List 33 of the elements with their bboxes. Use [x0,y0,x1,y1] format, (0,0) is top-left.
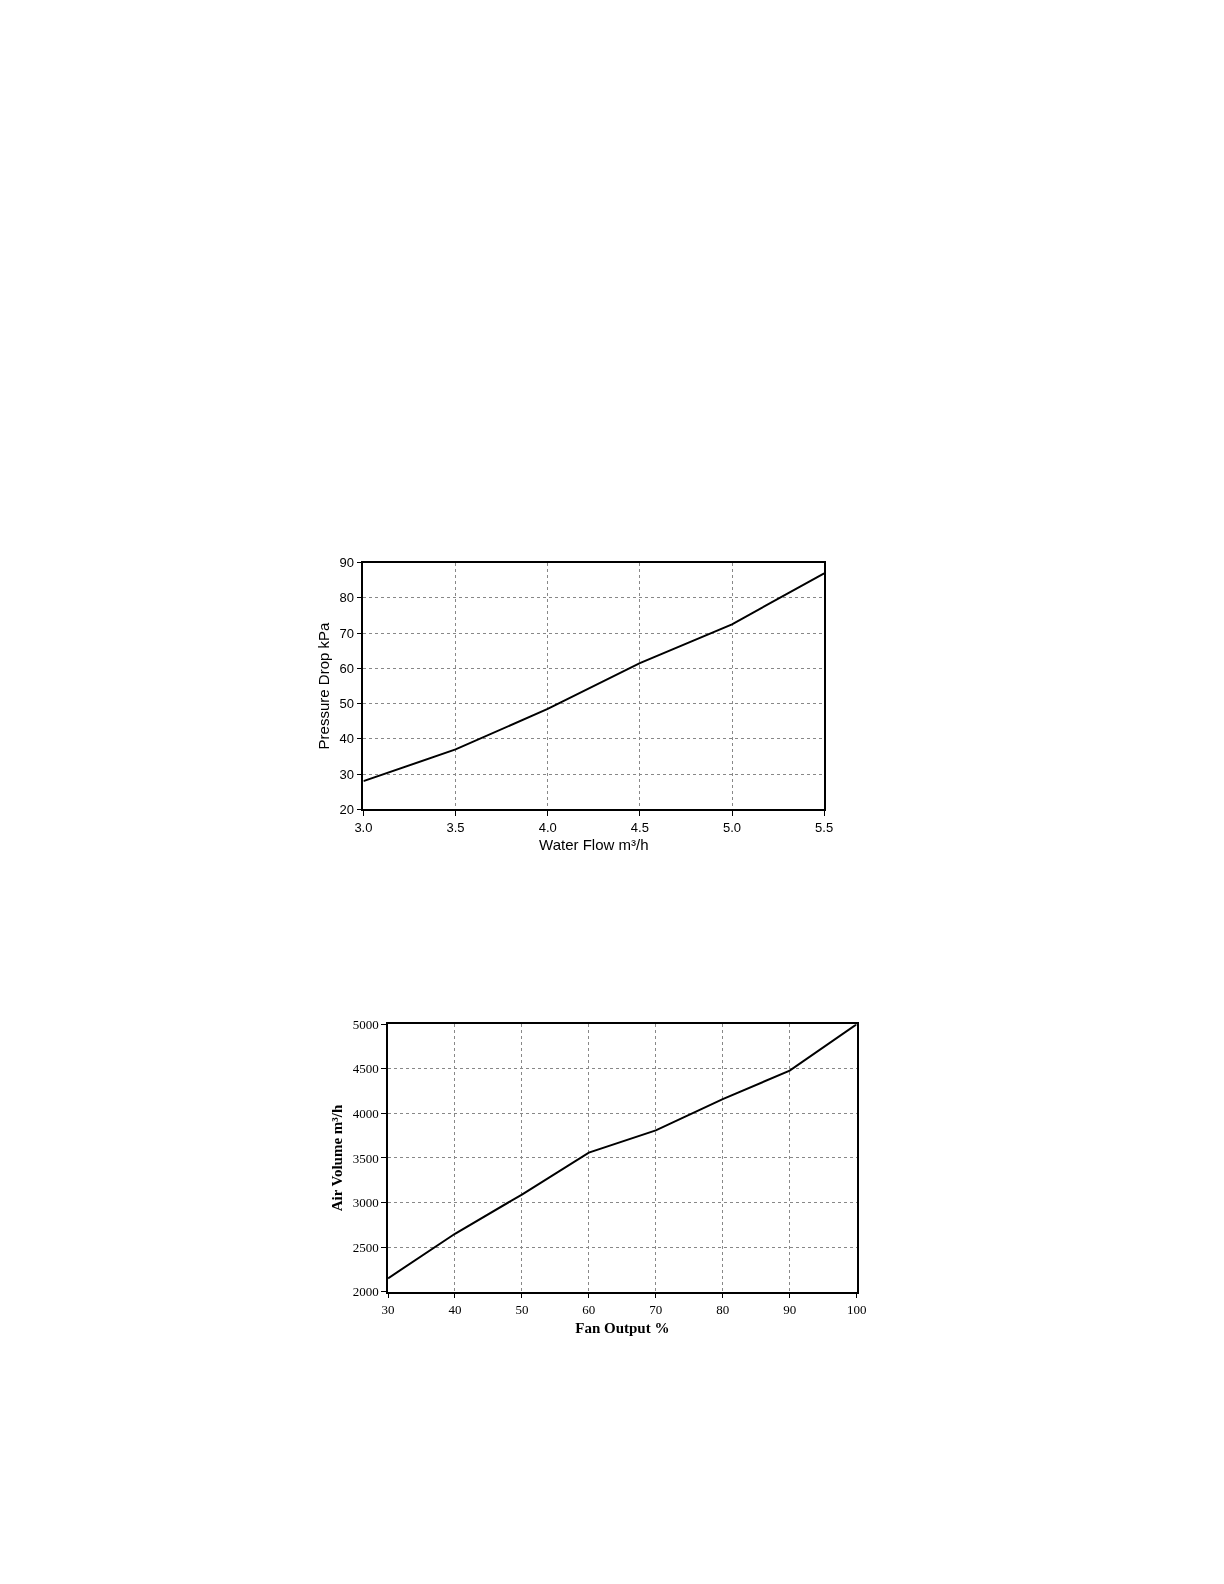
y-tick-label: 60 [339,660,355,676]
x-tick-label: 4.5 [630,819,649,835]
x-tick-label: 40 [448,1302,462,1318]
x-axis-title: Water Flow m³/h [539,836,649,854]
y-tick-label: 20 [339,801,355,817]
x-axis-title: Fan Output % [575,1319,670,1336]
y-tick-label: 3500 [352,1150,379,1166]
x-tick-label: 3.5 [446,819,465,835]
y-tick-label: 30 [339,766,355,782]
y-tick-label: 2000 [352,1284,379,1300]
x-tick-label: 50 [515,1302,529,1318]
y-axis-title: Pressure Drop kPa [315,621,333,750]
x-tick-label: 80 [716,1302,730,1318]
x-tick-label: 5.5 [815,819,834,835]
x-tick-label: 90 [783,1302,797,1318]
y-axis-title: Air Volume m³/h [329,1103,346,1212]
y-tick-label: 90 [339,555,355,571]
y-tick-label: 50 [339,696,355,712]
y-tick-label: 3000 [352,1195,379,1211]
x-tick-label: 3.0 [354,819,373,835]
x-tick-label: 60 [582,1302,596,1318]
y-tick-label: 40 [339,731,355,747]
x-tick-label: 100 [846,1302,867,1318]
x-tick-label: 5.0 [722,819,742,835]
y-tick-label: 80 [339,590,355,606]
y-tick-label: 4000 [352,1105,379,1121]
x-tick-label: 30 [381,1302,395,1318]
y-tick-label: 5000 [352,1016,379,1032]
x-tick-label: 70 [649,1302,663,1318]
x-tick-label: 4.0 [538,819,557,835]
y-tick-label: 2500 [352,1239,379,1255]
y-tick-label: 70 [339,625,355,641]
y-tick-label: 4500 [352,1061,379,1077]
